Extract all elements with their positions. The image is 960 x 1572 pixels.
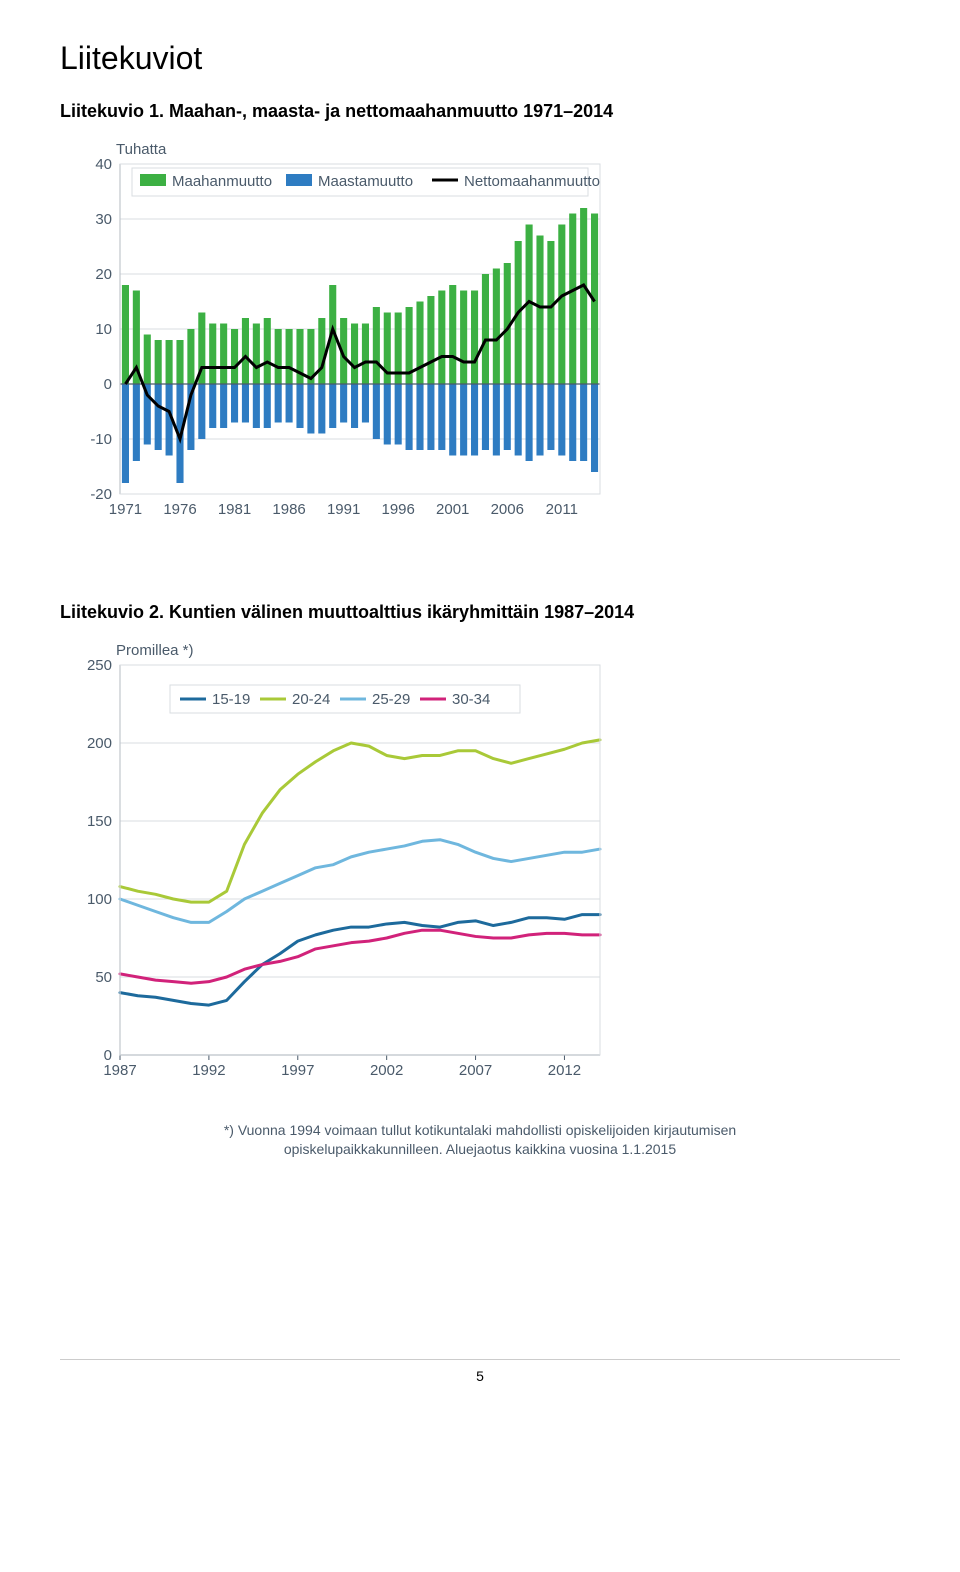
svg-text:25-29: 25-29 (372, 691, 410, 708)
figure-2-footnote: *) Vuonna 1994 voimaan tullut kotikuntal… (200, 1121, 760, 1159)
svg-text:Promillea *): Promillea *) (116, 642, 194, 659)
svg-text:Maastamuutto: Maastamuutto (318, 173, 413, 190)
svg-text:2001: 2001 (436, 501, 469, 518)
svg-text:-10: -10 (90, 431, 112, 448)
svg-text:40: 40 (95, 156, 112, 173)
svg-text:100: 100 (87, 891, 112, 908)
svg-text:1981: 1981 (218, 501, 251, 518)
svg-text:1996: 1996 (381, 501, 414, 518)
svg-text:2002: 2002 (370, 1062, 403, 1079)
svg-text:1976: 1976 (163, 501, 196, 518)
svg-text:15-19: 15-19 (212, 691, 250, 708)
figure-1-title: Liitekuvio 1. Maahan-, maasta- ja nettom… (60, 101, 900, 122)
svg-text:Nettomaahanmuutto: Nettomaahanmuutto (464, 173, 600, 190)
svg-text:30: 30 (95, 211, 112, 228)
svg-text:1992: 1992 (192, 1062, 225, 1079)
section-title: Liitekuviot (60, 40, 900, 77)
figure-2: Liitekuvio 2. Kuntien välinen muuttoaltt… (60, 602, 900, 1159)
svg-text:200: 200 (87, 735, 112, 752)
svg-text:250: 250 (87, 657, 112, 674)
svg-text:0: 0 (104, 376, 112, 393)
svg-text:2007: 2007 (459, 1062, 492, 1079)
chart-1-svg: Tuhatta-20-10010203040197119761981198619… (60, 134, 620, 554)
svg-text:2006: 2006 (491, 501, 524, 518)
svg-text:50: 50 (95, 969, 112, 986)
svg-text:20-24: 20-24 (292, 691, 330, 708)
svg-text:1997: 1997 (281, 1062, 314, 1079)
figure-1: Liitekuvio 1. Maahan-, maasta- ja nettom… (60, 101, 900, 554)
svg-text:1987: 1987 (103, 1062, 136, 1079)
svg-text:1971: 1971 (109, 501, 142, 518)
page-number: 5 (60, 1359, 900, 1384)
svg-text:30-34: 30-34 (452, 691, 490, 708)
chart-2-svg: Promillea *)0501001502002501987199219972… (60, 635, 620, 1115)
svg-text:150: 150 (87, 813, 112, 830)
svg-text:10: 10 (95, 321, 112, 338)
svg-text:1986: 1986 (272, 501, 305, 518)
svg-text:1991: 1991 (327, 501, 360, 518)
figure-2-title: Liitekuvio 2. Kuntien välinen muuttoaltt… (60, 602, 900, 623)
svg-text:2011: 2011 (546, 501, 578, 518)
svg-text:Tuhatta: Tuhatta (116, 141, 167, 158)
svg-text:20: 20 (95, 266, 112, 283)
svg-text:2012: 2012 (548, 1062, 581, 1079)
svg-text:Maahanmuutto: Maahanmuutto (172, 173, 272, 190)
